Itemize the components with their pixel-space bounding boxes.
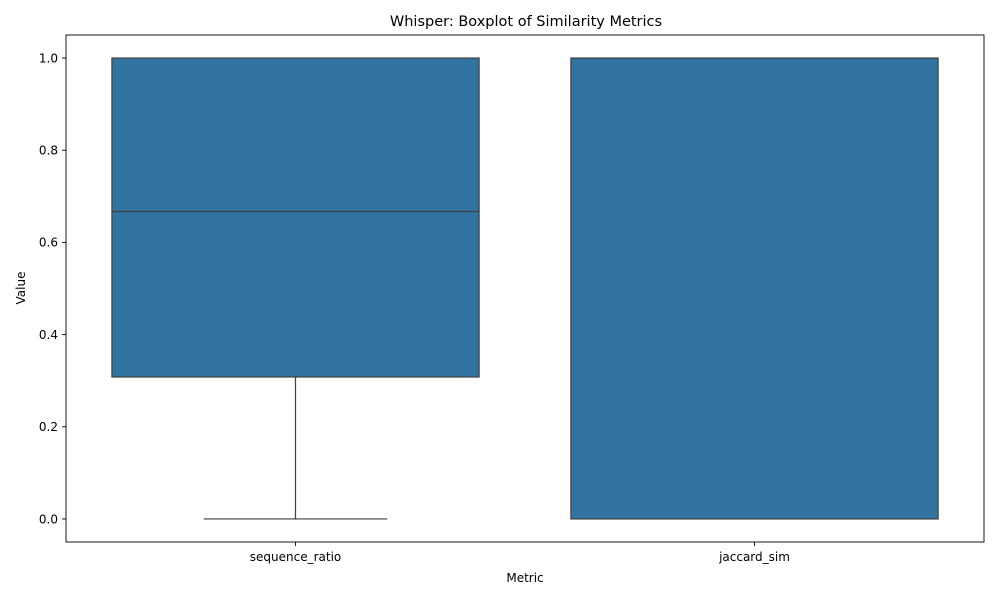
chart-title: Whisper: Boxplot of Similarity Metrics — [390, 14, 662, 30]
y-tick-label: 0.8 — [39, 144, 58, 158]
plot-frame — [65, 34, 985, 543]
y-tick-label: 0.6 — [39, 236, 58, 250]
box-jaccard_sim — [570, 57, 939, 520]
y-tick-label: 0.0 — [39, 512, 58, 526]
plot-area: 0.0 0.2 0.4 0.6 0.8 1.0 sequence_ratio jaccard_… — [39, 51, 939, 564]
box-sequence_ratio — [111, 57, 480, 378]
x-axis-label: Metric — [506, 571, 543, 585]
y-tick-label: 1.0 — [39, 51, 58, 65]
x-tick-label: sequence_ratio — [250, 550, 342, 564]
y-axis-label: Value — [14, 272, 28, 305]
x-tick-label: jaccard_sim — [718, 550, 790, 564]
y-tick-label: 0.4 — [39, 328, 58, 342]
y-tick-label: 0.2 — [39, 420, 58, 434]
